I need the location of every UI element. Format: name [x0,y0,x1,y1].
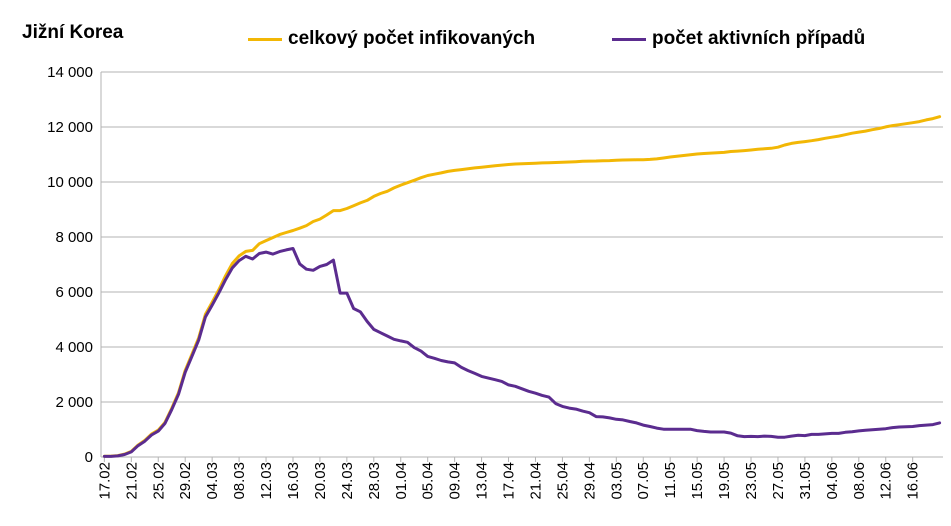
x-tick-label: 31.05 [797,462,814,500]
gridlines [101,71,943,403]
x-tick-label: 11.05 [662,462,679,498]
x-tick-label: 24.03 [339,462,356,500]
axes [100,72,943,458]
x-tick-label: 04.03 [204,462,221,500]
legend-label-total-infected: celkový počet infikovaných [288,28,536,49]
x-tick-label: 16.03 [285,462,302,500]
x-tick-label: 29.02 [177,462,194,500]
x-tick-label: 25.02 [150,462,167,500]
x-tick-label: 05.04 [420,462,437,500]
x-tick-label: 01.04 [393,462,410,500]
series-lines [102,115,942,458]
legend-label-active-cases: počet aktivních případů [652,28,866,49]
x-tick-label: 08.03 [231,462,248,500]
y-tick-label: 2 000 [55,394,93,411]
y-tick-label: 6 000 [55,284,93,301]
x-tick-label: 15.05 [689,462,706,500]
x-tick-label: 07.05 [635,462,652,500]
y-tick-label: 14 000 [47,64,93,81]
x-tick-label: 28.03 [366,462,383,500]
y-tick-label: 10 000 [47,174,93,191]
legend-item-total-infected: celkový počet infikovaných [248,27,535,51]
y-tick-label: 8 000 [55,229,93,246]
series-line-total-infected [102,115,942,458]
x-tick-label: 04.06 [824,462,841,500]
x-tick-label: 08.06 [851,462,868,500]
x-tick-label: 09.04 [447,462,464,500]
x-tick-label: 27.05 [770,462,787,500]
x-tick-label: 03.05 [608,462,625,500]
x-tick-label: 23.05 [743,462,760,500]
x-tick-label: 16.06 [905,462,922,500]
y-axis-tick-labels: 0 2 000 4 000 6 000 8 000 10 000 12 000 14 000 [47,64,93,466]
x-tick-label: 17.02 [96,462,113,500]
x-tick-label: 17.04 [501,462,518,500]
chart-title: Jižní Korea [22,22,124,43]
x-tick-label: 21.02 [123,462,140,500]
legend-swatch-active-cases [612,37,646,41]
x-tick-label: 19.05 [716,462,733,500]
x-tick-label: 20.03 [312,462,329,500]
x-tick-label: 29.04 [581,462,598,500]
x-tick-label: 25.04 [554,462,571,500]
x-tick-label: 12.03 [258,462,275,500]
x-tick-label: 21.04 [527,462,544,500]
x-axis-tick-labels: 17.02 21.02 25.02 29.02 04.03 08.03 12.03 16.03… [96,457,922,500]
x-tick-label: 13.04 [474,462,491,500]
legend-item-active-cases: počet aktivních případů [612,27,865,51]
y-tick-label: 4 000 [55,339,93,356]
legend-swatch-total-infected [248,37,282,41]
y-tick-label: 12 000 [47,119,93,136]
y-tick-label: 0 [85,449,93,466]
x-tick-label: 12.06 [878,462,895,500]
series-line-active-cases [102,247,942,458]
